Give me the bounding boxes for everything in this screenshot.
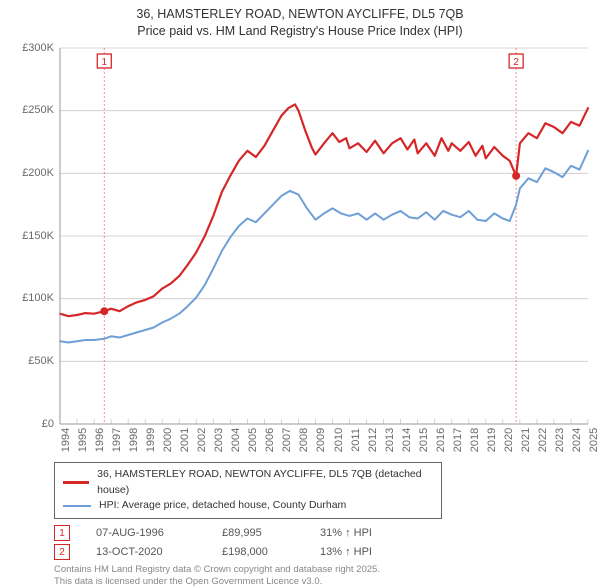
license-line-2: This data is licensed under the Open Gov… bbox=[54, 576, 590, 588]
x-tick-label: 1998 bbox=[128, 428, 140, 452]
y-tick-label: £250K bbox=[22, 104, 54, 116]
x-tick-label: 2012 bbox=[367, 428, 379, 452]
x-tick-label: 2025 bbox=[588, 428, 600, 452]
x-tick-label: 1996 bbox=[94, 428, 106, 452]
x-tick-label: 2016 bbox=[435, 428, 447, 452]
sale-delta: 13% ↑ HPI bbox=[320, 546, 372, 558]
sale-badge: 2 bbox=[54, 544, 70, 560]
x-tick-label: 1999 bbox=[145, 428, 157, 452]
x-tick-label: 2002 bbox=[196, 428, 208, 452]
y-tick-label: £200K bbox=[22, 167, 54, 179]
x-tick-label: 2023 bbox=[554, 428, 566, 452]
legend-label: 36, HAMSTERLEY ROAD, NEWTON AYCLIFFE, DL… bbox=[97, 467, 433, 499]
sale-date: 13-OCT-2020 bbox=[96, 546, 196, 558]
legend-row: HPI: Average price, detached house, Coun… bbox=[63, 498, 433, 514]
sale-date: 07-AUG-1996 bbox=[96, 527, 196, 539]
sale-row: 1 07-AUG-1996 £89,995 31% ↑ HPI bbox=[54, 525, 590, 541]
title-line-1: 36, HAMSTERLEY ROAD, NEWTON AYCLIFFE, DL… bbox=[10, 6, 590, 23]
x-tick-label: 2008 bbox=[298, 428, 310, 452]
y-tick-label: £300K bbox=[22, 42, 54, 54]
y-tick-label: £150K bbox=[22, 230, 54, 242]
x-tick-label: 2015 bbox=[418, 428, 430, 452]
sale-delta: 31% ↑ HPI bbox=[320, 527, 372, 539]
svg-text:2: 2 bbox=[513, 57, 519, 68]
sale-badge: 1 bbox=[54, 525, 70, 541]
legend: 36, HAMSTERLEY ROAD, NEWTON AYCLIFFE, DL… bbox=[54, 462, 442, 519]
x-tick-label: 2019 bbox=[486, 428, 498, 452]
license-text: Contains HM Land Registry data © Crown c… bbox=[54, 564, 590, 588]
sale-price: £89,995 bbox=[222, 527, 294, 539]
x-tick-label: 1994 bbox=[60, 428, 72, 452]
chart-title: 36, HAMSTERLEY ROAD, NEWTON AYCLIFFE, DL… bbox=[10, 6, 590, 40]
x-tick-label: 2024 bbox=[571, 428, 583, 452]
sale-price: £198,000 bbox=[222, 546, 294, 558]
y-tick-label: £50K bbox=[28, 355, 54, 367]
x-tick-label: 2020 bbox=[503, 428, 515, 452]
x-tick-label: 2005 bbox=[247, 428, 259, 452]
x-tick-label: 2017 bbox=[452, 428, 464, 452]
x-tick-label: 2001 bbox=[179, 428, 191, 452]
title-line-2: Price paid vs. HM Land Registry's House … bbox=[10, 23, 590, 40]
x-tick-label: 2011 bbox=[350, 428, 362, 452]
x-tick-label: 2009 bbox=[315, 428, 327, 452]
x-tick-label: 2014 bbox=[401, 428, 413, 452]
x-tick-label: 2006 bbox=[264, 428, 276, 452]
y-axis-labels: £0£50K£100K£150K£200K£250K£300K bbox=[14, 46, 58, 426]
sales-table: 1 07-AUG-1996 £89,995 31% ↑ HPI 2 13-OCT-2020… bbox=[54, 525, 590, 560]
x-tick-label: 2021 bbox=[520, 428, 532, 452]
sale-row: 2 13-OCT-2020 £198,000 13% ↑ HPI bbox=[54, 544, 590, 560]
x-tick-label: 1997 bbox=[111, 428, 123, 452]
x-tick-label: 2018 bbox=[469, 428, 481, 452]
legend-swatch bbox=[63, 505, 91, 508]
license-line-1: Contains HM Land Registry data © Crown c… bbox=[54, 564, 590, 576]
x-tick-label: 2022 bbox=[537, 428, 549, 452]
y-tick-label: £0 bbox=[42, 418, 54, 430]
x-tick-label: 2010 bbox=[333, 428, 345, 452]
legend-label: HPI: Average price, detached house, Coun… bbox=[99, 498, 346, 514]
x-axis-labels: 1994 1995 1996 1997 1998 1999 2000 2001 2002 2003… bbox=[58, 426, 590, 456]
chart-area: £0£50K£100K£150K£200K£250K£300K 12 19941… bbox=[14, 46, 590, 456]
legend-row: 36, HAMSTERLEY ROAD, NEWTON AYCLIFFE, DL… bbox=[63, 467, 433, 499]
legend-swatch bbox=[63, 481, 89, 484]
x-tick-label: 2004 bbox=[230, 428, 242, 452]
x-tick-label: 2000 bbox=[162, 428, 174, 452]
x-tick-label: 1995 bbox=[77, 428, 89, 452]
y-tick-label: £100K bbox=[22, 292, 54, 304]
x-tick-label: 2007 bbox=[281, 428, 293, 452]
x-tick-label: 2003 bbox=[213, 428, 225, 452]
x-tick-label: 2013 bbox=[384, 428, 396, 452]
chart-svg: 12 bbox=[58, 46, 590, 426]
svg-text:1: 1 bbox=[102, 57, 108, 68]
